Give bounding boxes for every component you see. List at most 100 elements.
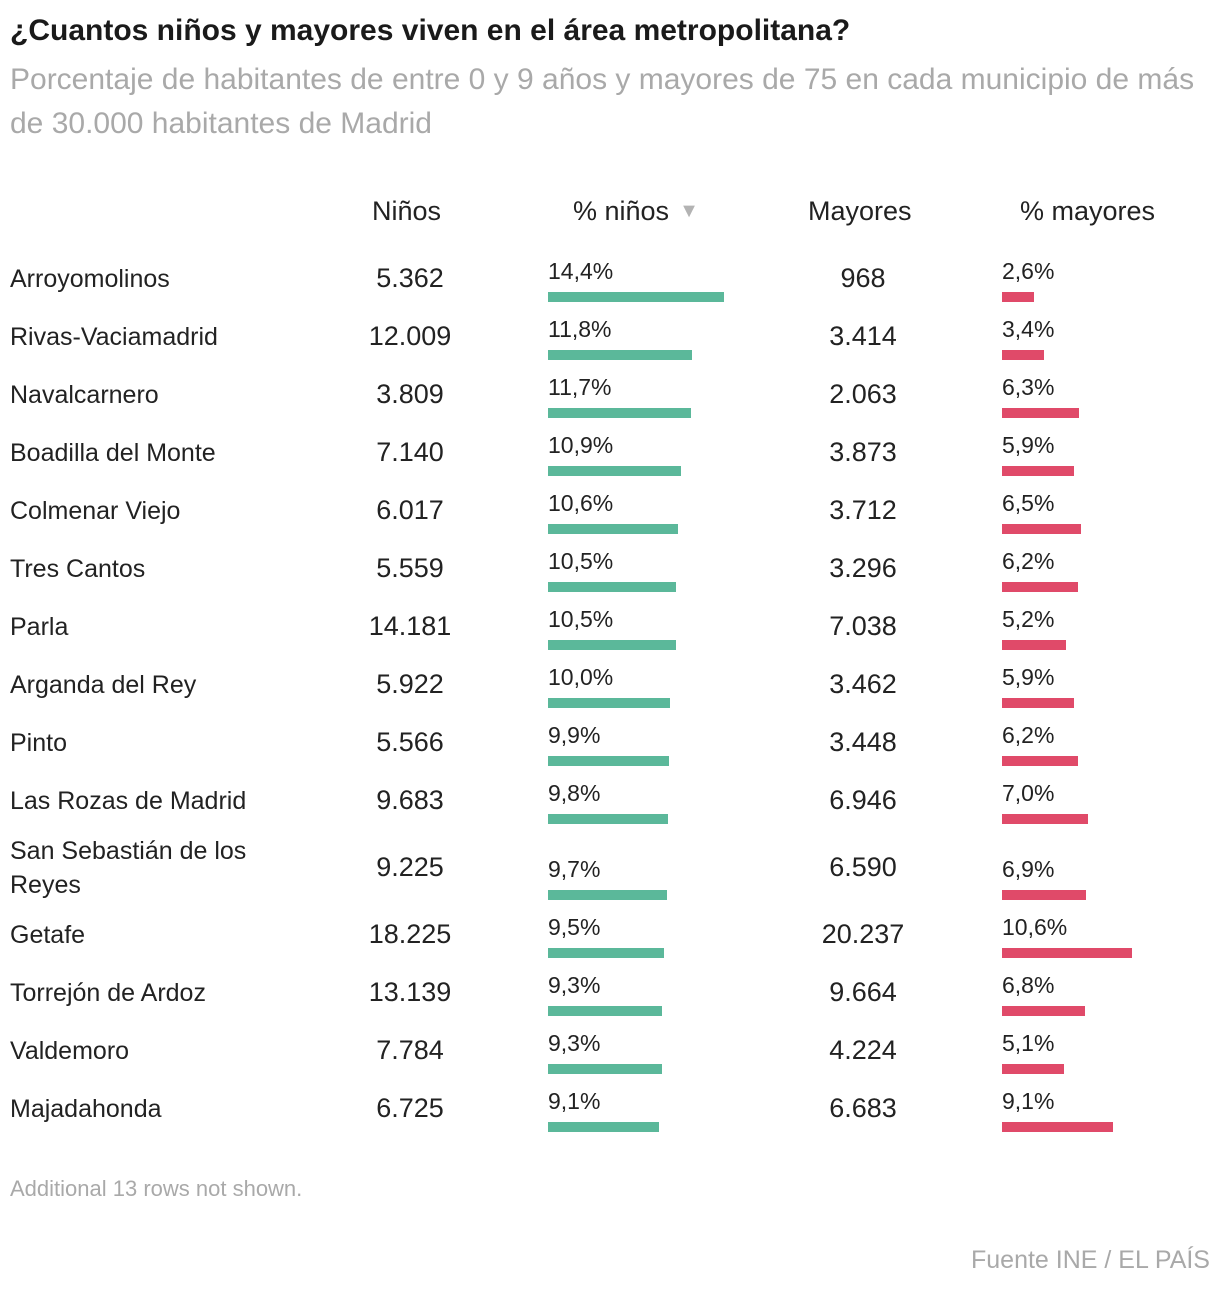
pct-ninos-bar xyxy=(548,350,692,360)
pct-ninos-bar xyxy=(548,1122,659,1132)
cell-ninos: 3.809 xyxy=(376,379,444,409)
pct-ninos-label: 9,5% xyxy=(548,914,601,940)
cell-mayores: 3.873 xyxy=(829,437,897,467)
cell-ninos: 14.181 xyxy=(368,611,452,641)
cell-ninos: 5.362 xyxy=(376,263,444,293)
pct-mayores-label: 3,4% xyxy=(1002,316,1055,342)
row-name: Torrejón de Ardoz xyxy=(10,979,206,1007)
pct-ninos-bar xyxy=(548,466,681,476)
pct-mayores-bar xyxy=(1002,890,1086,900)
pct-mayores-label: 2,6% xyxy=(1002,258,1055,284)
cell-mayores: 3.414 xyxy=(829,321,897,351)
row-name: San Sebastián de los Reyes xyxy=(10,837,247,899)
cell-mayores: 968 xyxy=(840,263,886,293)
cell-mayores: 6.590 xyxy=(829,852,897,882)
pct-mayores-label: 6,2% xyxy=(1002,722,1055,748)
triangle-down-icon: ▼ xyxy=(679,200,699,222)
pct-ninos-label: 9,8% xyxy=(548,780,601,806)
footnote: Additional 13 rows not shown. xyxy=(10,1176,303,1201)
cell-mayores: 3.296 xyxy=(829,553,897,583)
row-name: Getafe xyxy=(10,921,86,949)
cell-ninos: 9.683 xyxy=(376,785,444,815)
pct-ninos-label: 10,0% xyxy=(548,664,614,690)
pct-mayores-label: 9,1% xyxy=(1002,1088,1055,1114)
cell-ninos: 13.139 xyxy=(368,977,452,1007)
cell-ninos: 6.017 xyxy=(376,495,444,525)
pct-ninos-bar xyxy=(548,640,676,650)
pct-ninos-label: 11,7% xyxy=(548,374,612,400)
pct-ninos-bar xyxy=(548,524,678,534)
pct-mayores-bar xyxy=(1002,524,1081,534)
pct-ninos-bar xyxy=(548,1064,662,1074)
row-name: Colmenar Viejo xyxy=(10,497,181,525)
pct-ninos-label: 9,3% xyxy=(548,1030,601,1056)
row-name: Rivas-Vaciamadrid xyxy=(10,323,218,351)
cell-mayores: 3.448 xyxy=(829,727,897,757)
cell-mayores: 4.224 xyxy=(829,1035,897,1065)
row-name: Boadilla del Monte xyxy=(10,439,216,467)
pct-ninos-label: 10,9% xyxy=(548,432,614,458)
pct-mayores-bar xyxy=(1002,814,1088,824)
pct-ninos-bar xyxy=(548,1006,662,1016)
header-pct-mayores[interactable]: % mayores xyxy=(1020,196,1156,226)
pct-ninos-bar xyxy=(548,814,668,824)
pct-mayores-label: 6,5% xyxy=(1002,490,1055,516)
pct-mayores-bar xyxy=(1002,1064,1064,1074)
row-name: Valdemoro xyxy=(10,1037,130,1065)
pct-ninos-bar xyxy=(548,756,669,766)
cell-ninos: 5.566 xyxy=(376,727,444,757)
pct-ninos-label: 14,4% xyxy=(548,258,614,284)
row-name: Navalcarnero xyxy=(10,381,159,409)
cell-mayores: 2.063 xyxy=(829,379,897,409)
pct-mayores-bar xyxy=(1002,698,1074,708)
pct-ninos-label: 11,8% xyxy=(548,316,612,342)
source-credit: Fuente INE / EL PAÍS xyxy=(970,1246,1210,1274)
pct-ninos-bar xyxy=(548,948,664,958)
row-name: Tres Cantos xyxy=(10,555,146,583)
pct-ninos-label: 10,5% xyxy=(548,606,614,632)
chart-title: ¿Cuantos niños y mayores viven en el áre… xyxy=(10,14,851,47)
cell-mayores: 20.237 xyxy=(821,919,905,949)
pct-mayores-label: 6,8% xyxy=(1002,972,1055,998)
cell-mayores: 6.683 xyxy=(829,1093,897,1123)
pct-mayores-bar xyxy=(1002,350,1044,360)
pct-ninos-label: 10,5% xyxy=(548,548,614,574)
pct-mayores-label: 5,9% xyxy=(1002,432,1055,458)
pct-mayores-bar xyxy=(1002,1006,1085,1016)
cell-ninos: 5.922 xyxy=(376,669,444,699)
pct-mayores-label: 7,0% xyxy=(1002,780,1055,806)
cell-ninos: 18.225 xyxy=(368,919,452,949)
cell-ninos: 5.559 xyxy=(376,553,444,583)
pct-mayores-bar xyxy=(1002,408,1079,418)
cell-mayores: 7.038 xyxy=(829,611,897,641)
pct-mayores-bar xyxy=(1002,466,1074,476)
pct-ninos-label: 9,7% xyxy=(548,856,601,882)
row-name: Pinto xyxy=(10,729,67,757)
pct-mayores-bar xyxy=(1002,948,1132,958)
pct-ninos-bar xyxy=(548,292,724,302)
cell-ninos: 12.009 xyxy=(368,321,452,351)
pct-mayores-bar xyxy=(1002,640,1066,650)
header-mayores[interactable]: Mayores xyxy=(808,196,912,226)
header-pct-ninos-label: % niños xyxy=(573,196,670,226)
cell-ninos: 7.784 xyxy=(376,1035,444,1065)
pct-mayores-bar xyxy=(1002,1122,1113,1132)
row-name: Parla xyxy=(10,613,69,641)
row-name: Las Rozas de Madrid xyxy=(10,787,247,815)
pct-ninos-label: 10,6% xyxy=(548,490,614,516)
pct-ninos-label: 9,9% xyxy=(548,722,601,748)
cell-ninos: 6.725 xyxy=(376,1093,444,1123)
pct-mayores-label: 6,3% xyxy=(1002,374,1055,400)
row-name: Arganda del Rey xyxy=(10,671,197,699)
pct-mayores-bar xyxy=(1002,292,1034,302)
cell-mayores: 9.664 xyxy=(829,977,897,1007)
pct-ninos-bar xyxy=(548,698,670,708)
cell-mayores: 3.712 xyxy=(829,495,897,525)
cell-mayores: 6.946 xyxy=(829,785,897,815)
pct-ninos-label: 9,3% xyxy=(548,972,601,998)
pct-mayores-label: 5,1% xyxy=(1002,1030,1055,1056)
pct-ninos-bar xyxy=(548,582,676,592)
row-name: Arroyomolinos xyxy=(10,265,170,293)
header-pct-ninos[interactable]: % niños ▼ xyxy=(573,196,699,227)
header-ninos[interactable]: Niños xyxy=(372,196,442,226)
